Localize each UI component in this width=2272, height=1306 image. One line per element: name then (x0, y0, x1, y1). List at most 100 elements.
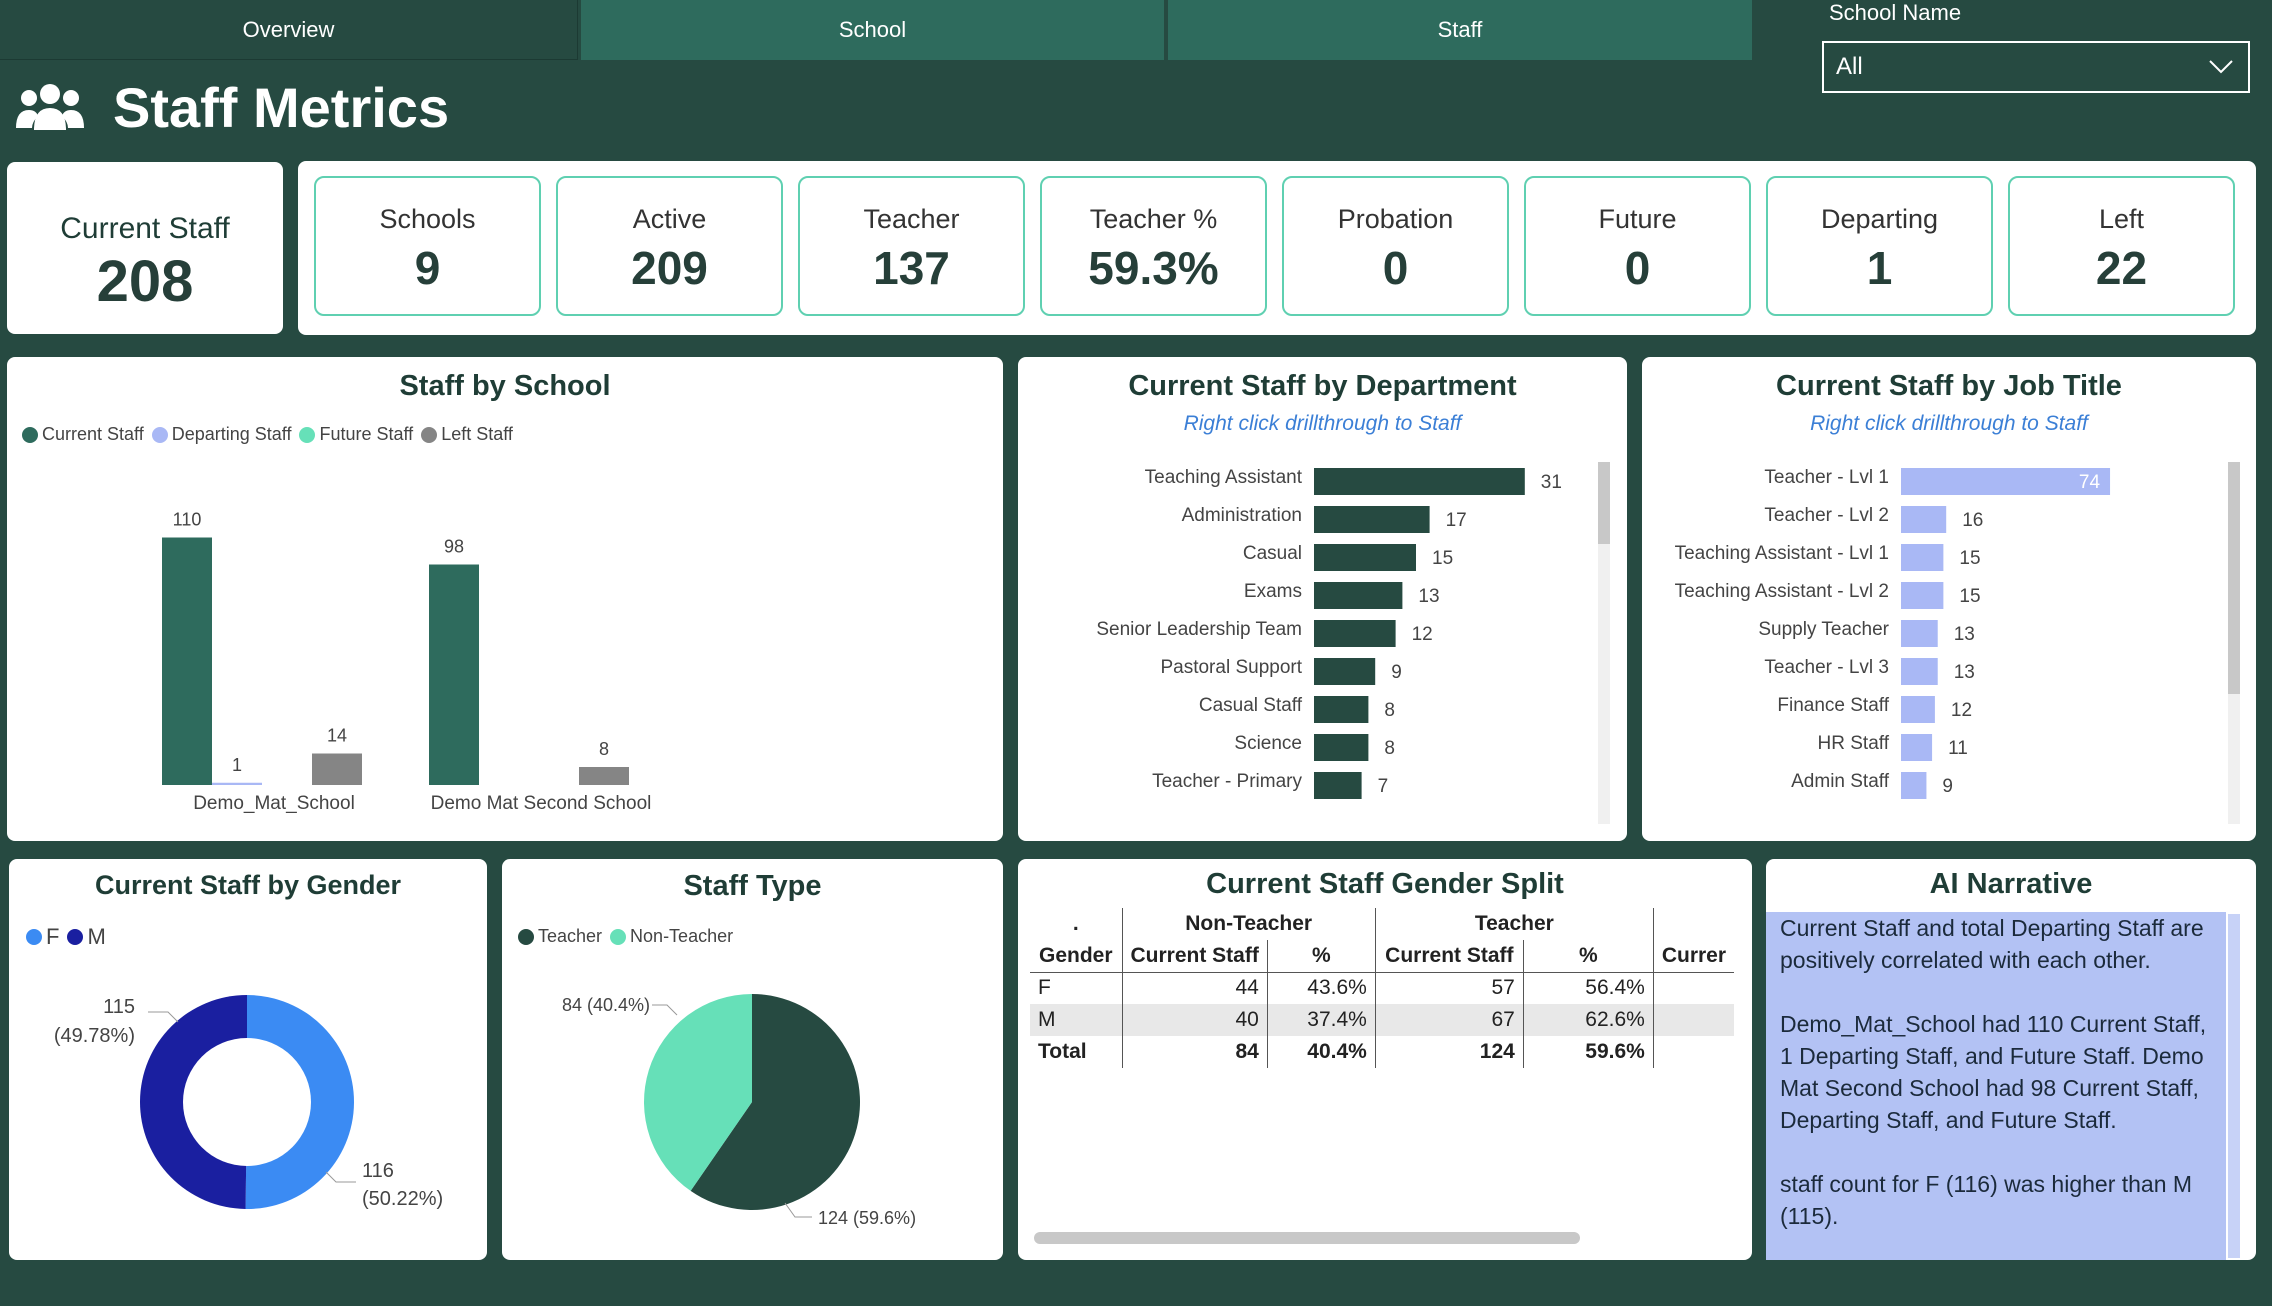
school-name-dropdown[interactable]: All (1822, 41, 2250, 93)
legend-f[interactable]: F (26, 924, 59, 950)
col-header-current-staff[interactable]: Current Staff (1122, 940, 1268, 972)
col-header-gender[interactable]: Gender (1030, 940, 1123, 972)
narrative-paragraph: staff count for F (116) was higher than … (1780, 1171, 2193, 1229)
kpi-left: Left 22 (2008, 176, 2235, 316)
legend-departing-staff[interactable]: Departing Staff (151, 424, 292, 445)
kpi-label: Teacher % (1089, 204, 1218, 234)
data-label: (50.22%) (362, 1188, 443, 1210)
table-row[interactable]: F 44 43.6% 57 56.4% (1030, 972, 1734, 1004)
gender-chart-title: Current Staff by Gender (94, 870, 402, 900)
staff-by-school-chart: 110 1 14 Demo_Mat_School 98 8 Demo Mat Second … (162, 510, 652, 814)
bar (1314, 696, 1369, 723)
data-label: 98 (444, 537, 464, 557)
kpi-label: Departing (1820, 204, 1939, 234)
data-label: 8 (1384, 700, 1395, 721)
data-label: 115 (103, 996, 135, 1018)
legend-m[interactable]: M (67, 924, 106, 950)
legend-current-staff[interactable]: Current Staff (22, 424, 144, 445)
data-label: 13 (1954, 662, 1975, 683)
dept-chart-subtitle: Right click drillthrough to Staff (1183, 412, 1462, 435)
leader-line (652, 1004, 678, 1016)
gender-split-title: Current Staff Gender Split (1206, 868, 1564, 900)
y-tick-label: Pastoral Support (1160, 657, 1302, 678)
dept-scrollbar-thumb[interactable] (1598, 462, 1610, 544)
data-label: 8 (599, 739, 609, 759)
job-scrollbar-thumb[interactable] (2228, 462, 2240, 694)
col-header-percent[interactable]: % (1523, 940, 1654, 972)
y-tick-label: Teacher - Lvl 1 (1764, 467, 1889, 488)
job-chart-title: Current Staff by Job Title (1776, 370, 2122, 402)
table-horizontal-scrollbar[interactable] (1034, 1232, 1580, 1244)
staff-type-pie-chart: 124 (59.6%) 84 (40.4%) (562, 994, 916, 1228)
data-label: 13 (1418, 586, 1439, 607)
gender-split-table-viewport: . Non-Teacher Teacher Gender Current Sta… (1030, 908, 1740, 1088)
data-label: 13 (1954, 624, 1975, 645)
legend-future-staff[interactable]: Future Staff (299, 424, 413, 445)
legend-teacher[interactable]: Teacher (518, 926, 602, 947)
cell-value: 44 (1122, 972, 1268, 1004)
leader-line (784, 1202, 812, 1218)
col-header-percent[interactable]: % (1267, 940, 1376, 972)
cell-gender: Total (1030, 1036, 1123, 1068)
table-row[interactable]: M 40 37.4% 67 62.6% (1030, 1004, 1735, 1036)
data-label: 15 (1959, 548, 1980, 569)
staff-type-title: Staff Type (683, 870, 822, 902)
staff-by-school-legend: Current Staff Departing Staff Future Sta… (22, 424, 521, 445)
y-tick-label: Casual Staff (1199, 695, 1303, 716)
data-label: 74 (2079, 472, 2101, 493)
group-header-non-teacher: Non-Teacher (1122, 908, 1376, 940)
dept-scrollbar[interactable] (1598, 462, 1610, 824)
y-tick-label: Admin Staff (1791, 771, 1890, 792)
cell-value: 67 (1375, 1004, 1524, 1036)
legend-label: Left Staff (441, 424, 513, 444)
data-label: 1 (232, 755, 242, 775)
job-card (1642, 357, 2256, 841)
dept-chart: Teaching Assistant 31 Administration 17 Casu… (1096, 467, 1562, 799)
legend-label: Departing Staff (171, 424, 292, 444)
cell-value: 43.6% (1267, 972, 1376, 1004)
tab-school[interactable]: School (581, 0, 1164, 60)
data-label: 15 (1959, 586, 1980, 607)
data-label: 84 (40.4%) (562, 995, 650, 1015)
kpi-label: Future (1598, 204, 1677, 234)
col-header-total-current-staff[interactable]: Currer (1661, 943, 1727, 967)
gender-donut-chart: 116 (50.22%) 115 (49.78%) (54, 995, 443, 1210)
job-scrollbar[interactable] (2228, 462, 2240, 824)
tab-staff[interactable]: Staff (1168, 0, 1752, 60)
y-tick-label: HR Staff (1818, 733, 1890, 754)
legend-left-staff[interactable]: Left Staff (421, 424, 513, 445)
job-chart-subtitle: Right click drillthrough to Staff (1810, 412, 2088, 435)
narrative-scrollbar[interactable] (2228, 914, 2240, 1258)
kpi-label: Active (632, 204, 707, 234)
table-row-total[interactable]: Total 84 40.4% 124 59.6% (1030, 1036, 1734, 1068)
bar (1901, 620, 1938, 647)
cell-value: 62.6% (1523, 1004, 1654, 1036)
bar (1314, 506, 1430, 533)
col-header-current-staff[interactable]: Current Staff (1375, 940, 1524, 972)
table-corner: . (1030, 908, 1123, 940)
leader-line (148, 1011, 179, 1023)
tab-overview[interactable]: Overview (0, 0, 578, 60)
legend-label: Non-Teacher (630, 926, 734, 946)
legend-non-teacher[interactable]: Non-Teacher (610, 926, 733, 947)
kpi-value: 209 (631, 242, 708, 294)
data-label: 17 (1446, 510, 1467, 531)
y-tick-label: Casual (1243, 543, 1302, 564)
bar (1901, 772, 1927, 799)
leader-line (325, 1171, 356, 1183)
data-label: 12 (1412, 624, 1433, 645)
cell-value: 56.4% (1523, 972, 1654, 1004)
narrative-paragraph: Demo_Mat_School had 110 Current Staff, 1… (1780, 1011, 2207, 1133)
x-tick-label: Demo Mat Second School (431, 793, 652, 814)
legend-label: Teacher (538, 926, 603, 946)
group-header-blank (1653, 908, 1734, 940)
kpi-teacher-percent: Teacher % 59.3% (1040, 176, 1267, 316)
cell-blank (1653, 1004, 1734, 1036)
data-label: 124 (59.6%) (818, 1208, 916, 1228)
current-staff-card: Current Staff 208 (7, 162, 283, 334)
data-label: 9 (1391, 662, 1402, 683)
narrative-paragraph: Current Staff and total Departing Staff … (1780, 915, 2204, 973)
legend-label: F (46, 924, 60, 949)
data-label: 7 (1378, 776, 1389, 797)
staff-by-school-title: Staff by School (399, 370, 611, 402)
